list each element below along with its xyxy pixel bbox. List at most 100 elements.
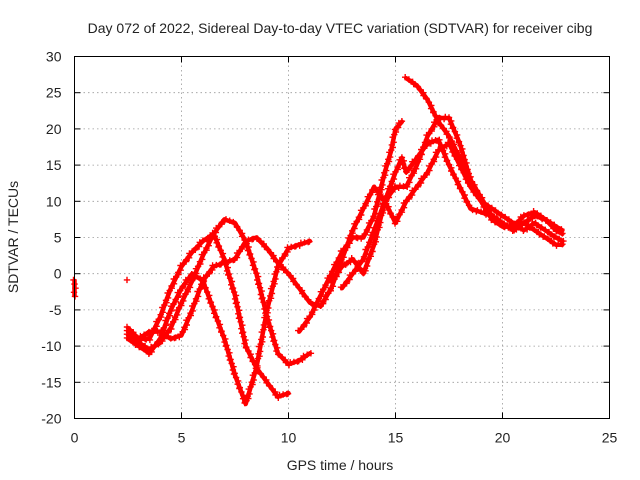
plot-frame xyxy=(74,56,610,419)
data-point xyxy=(474,207,481,214)
data-point xyxy=(231,288,238,296)
data-point xyxy=(225,352,232,360)
data-point xyxy=(493,209,500,216)
data-point xyxy=(199,237,207,244)
data-point xyxy=(259,294,266,302)
data-point xyxy=(254,276,261,284)
x-tick-label: 0 xyxy=(71,430,79,446)
data-point xyxy=(221,338,228,346)
data-point xyxy=(269,333,276,341)
data-point xyxy=(201,285,209,292)
data-point xyxy=(443,158,450,165)
data-point xyxy=(385,206,392,214)
x-tick-label: 15 xyxy=(388,430,404,446)
data-point xyxy=(257,291,265,298)
data-point xyxy=(136,336,143,344)
data-point xyxy=(423,95,430,103)
data-point xyxy=(236,314,244,321)
chart-title: Day 072 of 2022, Sidereal Day-to-day VTE… xyxy=(88,20,593,36)
data-point xyxy=(445,114,453,121)
data-point xyxy=(463,167,471,174)
data-point xyxy=(405,76,413,83)
data-point xyxy=(241,340,248,347)
data-point xyxy=(232,374,240,381)
data-point xyxy=(144,330,151,337)
data-point xyxy=(531,226,538,233)
y-axis-label: SDTVAR / TECUs xyxy=(5,181,21,293)
data-point xyxy=(496,221,503,228)
data-series-group xyxy=(70,74,567,407)
data-point xyxy=(123,276,131,284)
data-point xyxy=(207,299,214,307)
data-point xyxy=(225,271,232,279)
x-tick-label: 20 xyxy=(495,430,511,446)
data-point xyxy=(254,273,262,280)
data-point xyxy=(211,233,218,240)
data-point xyxy=(224,346,231,353)
data-point xyxy=(549,240,556,247)
data-point xyxy=(527,224,535,231)
data-point xyxy=(137,332,144,340)
data-point xyxy=(453,135,460,142)
data-point xyxy=(468,205,475,212)
x-tick-label: 25 xyxy=(602,430,618,446)
data-point xyxy=(131,333,138,341)
data-point xyxy=(299,356,306,363)
data-point xyxy=(242,336,249,344)
data-point xyxy=(226,275,234,282)
data-point xyxy=(213,239,220,246)
data-point xyxy=(441,154,449,161)
data-point xyxy=(410,80,417,88)
data-point xyxy=(534,210,541,217)
data-point xyxy=(244,247,252,254)
data-point xyxy=(498,211,505,218)
data-point xyxy=(159,330,166,338)
x-tick-label: 10 xyxy=(281,430,297,446)
series-trace xyxy=(296,119,405,334)
data-point xyxy=(390,139,397,146)
data-point xyxy=(520,219,528,226)
data-point xyxy=(538,224,545,231)
data-point xyxy=(459,153,466,160)
data-point xyxy=(538,214,546,222)
data-point xyxy=(455,139,462,146)
data-point xyxy=(203,236,210,243)
data-point xyxy=(477,208,485,215)
data-point xyxy=(239,330,246,337)
data-point xyxy=(251,266,258,273)
data-point xyxy=(222,216,230,223)
y-tick-label: -5 xyxy=(49,302,62,318)
data-point xyxy=(234,303,241,310)
series-track-e xyxy=(295,118,406,334)
data-point xyxy=(246,251,253,259)
x-tick-label: 5 xyxy=(178,430,186,446)
series-track-d xyxy=(123,139,567,344)
series-early-b xyxy=(123,276,131,284)
data-point xyxy=(435,139,443,147)
y-tick-label: 5 xyxy=(54,230,62,246)
data-point xyxy=(258,295,265,302)
data-point xyxy=(461,156,468,163)
data-point xyxy=(547,219,554,226)
data-point xyxy=(300,352,307,360)
data-point xyxy=(72,285,79,292)
data-point xyxy=(455,151,462,158)
data-point xyxy=(237,318,244,325)
data-point xyxy=(218,328,225,336)
data-point xyxy=(449,125,456,132)
data-point xyxy=(215,243,222,251)
data-point xyxy=(551,233,559,240)
data-point xyxy=(338,262,346,270)
data-point xyxy=(306,238,313,245)
data-point xyxy=(492,218,500,226)
data-point xyxy=(259,333,266,341)
data-point xyxy=(456,185,464,192)
data-point xyxy=(398,154,406,161)
y-tick-label: -20 xyxy=(41,411,61,427)
data-point xyxy=(272,341,279,348)
data-point xyxy=(236,385,243,392)
data-point xyxy=(520,227,527,234)
data-point xyxy=(228,281,235,288)
data-point xyxy=(398,118,406,125)
